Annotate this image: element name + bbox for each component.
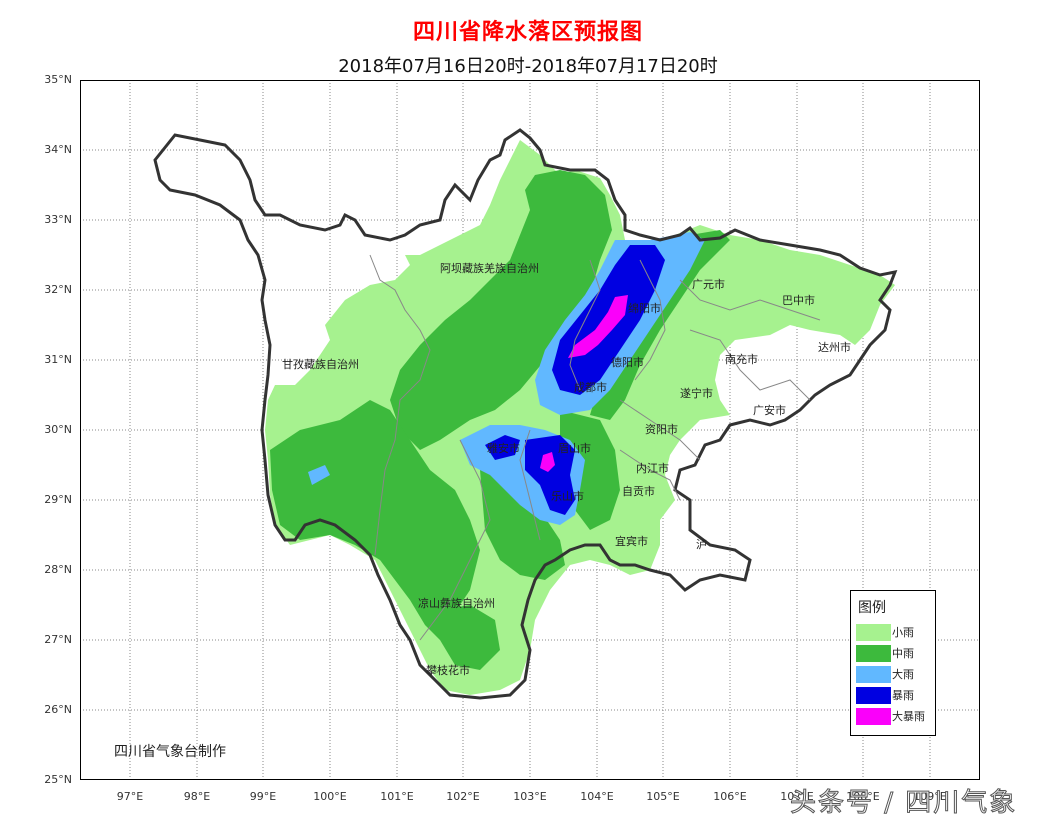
lon-label: 109°E	[913, 790, 947, 803]
place-mianyang: 绵阳市	[628, 302, 661, 315]
lon-label: 100°E	[313, 790, 347, 803]
lat-label: 31°N	[44, 353, 72, 366]
legend-item-rainstorm: 暴雨	[856, 686, 914, 704]
extreme-rainstorm-area	[540, 295, 628, 472]
place-dazhou: 达州市	[818, 341, 851, 354]
place-luzhou: 泸	[696, 538, 707, 551]
lat-label: 34°N	[44, 143, 72, 156]
swatch-heavy-rain	[856, 665, 891, 683]
producer-credit: 四川省气象台制作	[114, 744, 226, 760]
moderate-rain-area	[270, 170, 730, 670]
province-border	[153, 128, 898, 700]
place-deyang: 德阳市	[611, 356, 644, 369]
legend-item-heavy-rain: 大雨	[856, 665, 914, 683]
lat-label: 27°N	[44, 633, 72, 646]
prefecture-borders	[369, 254, 821, 641]
lat-label: 35°N	[44, 73, 72, 86]
lon-label: 101°E	[380, 790, 414, 803]
lat-label: 32°N	[44, 283, 72, 296]
swatch-moderate-rain	[856, 644, 891, 662]
place-ziyang: 资阳市	[645, 423, 678, 436]
lat-label: 28°N	[44, 563, 72, 576]
lat-label: 25°N	[44, 773, 72, 786]
lon-label: 99°E	[249, 790, 277, 803]
place-aba: 阿坝藏族羌族自治州	[440, 262, 539, 275]
lon-label: 108°E	[846, 790, 880, 803]
lon-label: 106°E	[713, 790, 747, 803]
map-title: 四川省降水落区预报图	[412, 20, 643, 45]
legend-item-moderate-rain: 中雨	[856, 644, 914, 662]
place-suining: 遂宁市	[680, 387, 713, 400]
lon-label: 107°E	[780, 790, 814, 803]
place-bazhong: 巴中市	[782, 294, 815, 307]
watermark: 头条号 / 四川气象	[789, 788, 1018, 819]
lat-label: 26°N	[44, 703, 72, 716]
swatch-extreme-rainstorm	[856, 707, 891, 725]
lon-label: 104°E	[580, 790, 614, 803]
legend-title: 图例	[858, 600, 886, 616]
lat-label: 33°N	[44, 213, 72, 226]
swatch-rainstorm	[856, 686, 891, 704]
place-guangyuan: 广元市	[692, 278, 725, 291]
lon-label: 98°E	[183, 790, 211, 803]
place-guangan: 广安市	[753, 404, 786, 417]
legend-item-light-rain: 小雨	[856, 623, 914, 641]
legend-item-extreme-rainstorm: 大暴雨	[856, 707, 925, 725]
lat-label: 29°N	[44, 493, 72, 506]
place-panzhihua: 攀枝花市	[426, 664, 470, 677]
lon-label: 102°E	[446, 790, 480, 803]
place-meishan: 眉山市	[558, 442, 591, 455]
lon-label: 105°E	[646, 790, 680, 803]
lon-label: 103°E	[513, 790, 547, 803]
place-ganzi: 甘孜藏族自治州	[282, 358, 359, 371]
map-frame	[80, 80, 980, 780]
place-nanchong: 南充市	[725, 353, 758, 366]
place-leshan: 乐山市	[551, 490, 584, 503]
swatch-light-rain	[856, 623, 891, 641]
place-zigong: 自贡市	[622, 485, 655, 498]
forecast-period: 2018年07月16日20时-2018年07月17日20时	[338, 56, 718, 77]
place-yibin: 宜宾市	[615, 535, 648, 548]
lat-label: 30°N	[44, 423, 72, 436]
place-neijiang: 内江市	[636, 462, 669, 475]
lon-label: 97°E	[116, 790, 144, 803]
legend: 图例 小雨 中雨 大雨 暴雨 大暴雨	[850, 590, 936, 736]
place-yaan: 雅安市	[487, 442, 520, 455]
place-liangshan: 凉山彝族自治州	[418, 597, 495, 610]
place-chengdu: 成都市	[574, 381, 607, 394]
